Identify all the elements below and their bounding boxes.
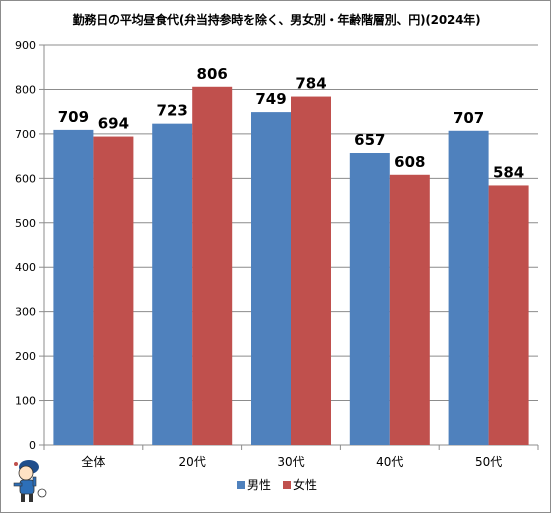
data-label: 584 (493, 163, 524, 181)
data-label: 784 (295, 75, 326, 93)
data-label: 709 (58, 108, 89, 126)
y-tick-label: 0 (29, 439, 36, 452)
y-tick-label: 500 (15, 217, 36, 230)
x-tick-label: 40代 (376, 455, 403, 469)
bar (152, 123, 193, 446)
y-tick-label: 900 (15, 39, 36, 52)
chart-title: 勤務日の平均昼食代(弁当持参時を除く、男女別・年齢階層別、円)(2024年) (72, 13, 481, 27)
legend-label: 女性 (293, 477, 317, 492)
data-label: 608 (394, 153, 425, 171)
y-tick-label: 300 (15, 306, 36, 319)
mascot-illustration (13, 460, 47, 502)
x-tick-label: 30代 (277, 455, 304, 469)
data-label: 806 (197, 65, 228, 83)
bar (251, 112, 291, 445)
y-tick-label: 100 (15, 395, 36, 408)
bar (93, 136, 134, 446)
data-label: 707 (453, 109, 484, 127)
x-tick-label: 全体 (81, 454, 105, 469)
y-tick-label: 200 (15, 350, 36, 363)
bar (389, 174, 430, 445)
legend-label: 男性 (247, 478, 271, 492)
bar (192, 86, 233, 446)
data-label: 657 (354, 131, 385, 149)
y-tick-label: 700 (15, 128, 36, 141)
x-tick-label: 20代 (179, 455, 206, 469)
bar (448, 130, 489, 445)
bar (291, 96, 331, 446)
bar (488, 185, 529, 445)
bar (53, 129, 94, 445)
data-label: 749 (255, 90, 286, 108)
data-label: 723 (157, 102, 188, 120)
data-label: 694 (98, 115, 129, 133)
y-tick-label: 800 (15, 83, 36, 96)
legend-swatch (237, 481, 245, 489)
x-tick-label: 50代 (475, 455, 502, 469)
legend-swatch (283, 481, 291, 489)
y-tick-label: 600 (15, 172, 36, 185)
bar (349, 153, 390, 445)
y-tick-label: 400 (15, 261, 36, 274)
